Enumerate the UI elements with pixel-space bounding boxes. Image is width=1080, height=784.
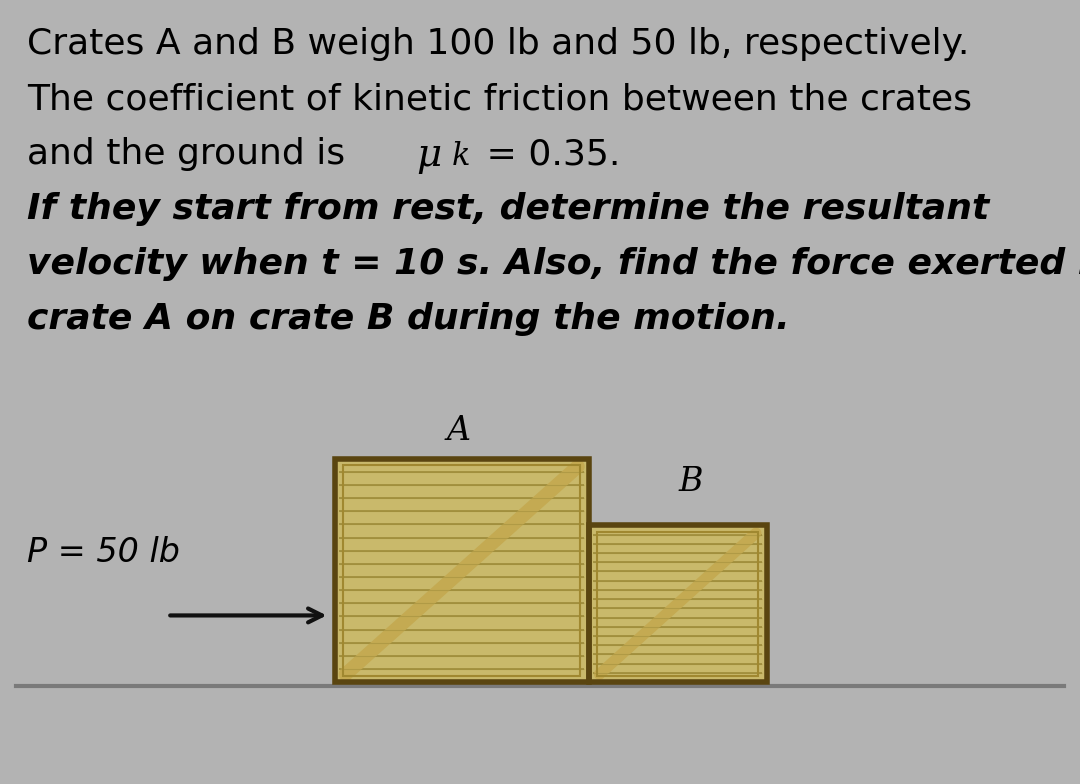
Text: If they start from rest, determine the resultant: If they start from rest, determine the r… bbox=[27, 192, 989, 226]
Text: A: A bbox=[447, 415, 471, 447]
Text: B: B bbox=[679, 466, 703, 498]
Text: and the ground is: and the ground is bbox=[27, 137, 356, 171]
Bar bbox=[589, 525, 767, 682]
Text: crate A on crate B during the motion.: crate A on crate B during the motion. bbox=[27, 302, 789, 336]
Text: μ: μ bbox=[416, 137, 441, 174]
Text: velocity when t = 10 s. Also, find the force exerted by: velocity when t = 10 s. Also, find the f… bbox=[27, 247, 1080, 281]
Text: The coefficient of kinetic friction between the crates: The coefficient of kinetic friction betw… bbox=[27, 82, 972, 116]
Text: k: k bbox=[451, 141, 470, 172]
Bar bbox=[589, 525, 767, 682]
Bar bbox=[343, 465, 580, 676]
Text: = 0.35.: = 0.35. bbox=[475, 137, 621, 171]
Bar bbox=[335, 459, 589, 682]
Bar bbox=[335, 459, 589, 682]
Text: P = 50 lb: P = 50 lb bbox=[27, 536, 180, 569]
Bar bbox=[597, 532, 758, 676]
Text: Crates A and B weigh 100 lb and 50 lb, respectively.: Crates A and B weigh 100 lb and 50 lb, r… bbox=[27, 27, 970, 61]
